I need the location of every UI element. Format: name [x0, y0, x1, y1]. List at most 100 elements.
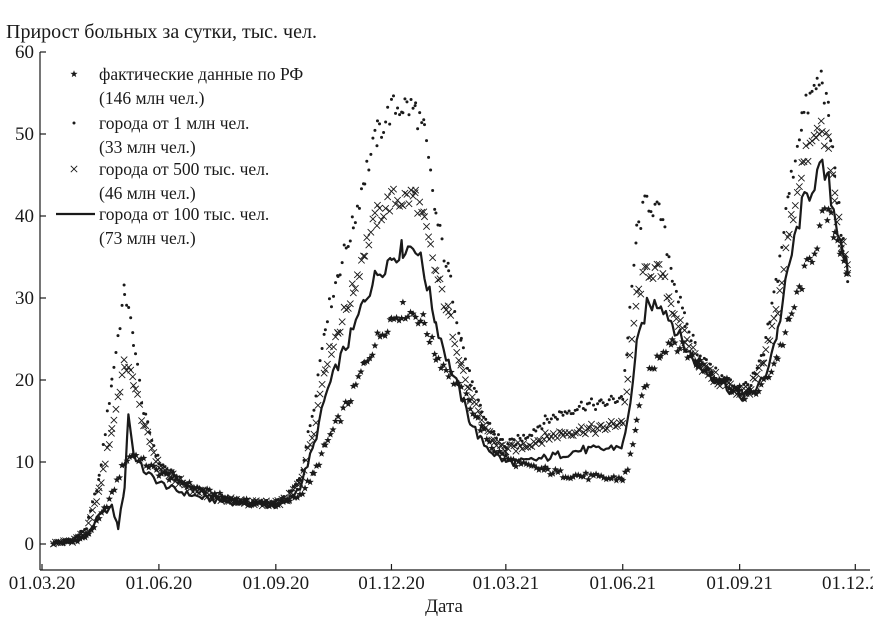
data-point [399, 298, 407, 306]
data-point [434, 276, 442, 284]
data-point [361, 252, 369, 260]
data-point [554, 468, 562, 476]
data-point [674, 323, 682, 331]
data-point [827, 208, 835, 216]
legend-label: фактические данные по РФ [99, 64, 303, 84]
data-point [434, 354, 443, 362]
data-point [589, 471, 598, 479]
data-point [136, 362, 140, 366]
data-point [423, 123, 427, 127]
data-point [206, 486, 214, 494]
legend-item: города от 100 тыс. чел. (73 млн чел.) [56, 204, 269, 248]
data-point [465, 384, 474, 392]
data-point [571, 429, 579, 437]
data-point [329, 305, 333, 309]
data-point [97, 477, 101, 481]
data-point [837, 201, 841, 205]
data-point [427, 240, 435, 248]
data-point [373, 222, 381, 230]
data-point [346, 300, 354, 308]
data-point [101, 460, 109, 468]
data-point [140, 422, 148, 430]
data-point [452, 379, 460, 387]
data-point [741, 395, 749, 403]
data-point [712, 368, 720, 376]
data-point [527, 462, 535, 469]
data-point [349, 289, 357, 297]
y-tick-label: 50 [15, 124, 34, 145]
data-point [624, 466, 632, 473]
data-point [516, 442, 524, 450]
data-point [344, 304, 352, 312]
data-point [432, 356, 440, 363]
data-point [582, 469, 590, 477]
data-point [93, 498, 101, 506]
data-point [429, 254, 437, 262]
data-point [615, 473, 623, 481]
data-point [808, 91, 812, 95]
data-point [405, 100, 409, 104]
data-point [114, 351, 118, 355]
data-point [238, 498, 242, 502]
data-point [693, 340, 697, 344]
data-point [663, 294, 671, 302]
data-point [683, 354, 692, 361]
data-point [342, 243, 346, 247]
data-point [131, 344, 135, 348]
data-point [546, 470, 554, 478]
data-point [91, 500, 95, 504]
data-point [667, 340, 675, 348]
data-point [388, 122, 392, 126]
x-axis-label: Дата [425, 596, 463, 617]
data-point [336, 275, 340, 279]
data-point [409, 192, 417, 200]
data-point [522, 443, 530, 451]
data-point [414, 209, 422, 217]
data-point [413, 104, 417, 108]
data-point [411, 189, 419, 197]
data-point [420, 213, 429, 221]
data-point [630, 319, 638, 327]
data-point [120, 460, 129, 468]
data-point [185, 482, 189, 486]
data-point [612, 476, 620, 484]
data-point [621, 468, 629, 476]
data-point [442, 259, 446, 263]
data-point [144, 428, 152, 436]
data-point [414, 101, 418, 105]
data-point [457, 331, 461, 335]
data-point [342, 306, 350, 314]
data-point [432, 267, 440, 275]
data-point [366, 354, 374, 362]
data-point [601, 426, 609, 434]
data-point [714, 366, 718, 370]
data-point [628, 305, 632, 309]
data-point [150, 462, 158, 470]
data-point [478, 403, 482, 407]
data-point [189, 485, 193, 489]
data-point [799, 128, 803, 132]
data-point [459, 336, 463, 340]
data-point [645, 273, 653, 281]
data-point [785, 315, 793, 323]
data-point [169, 470, 177, 478]
data-point [280, 496, 284, 500]
data-point [482, 415, 486, 419]
data-point [542, 421, 546, 425]
data-point [146, 420, 150, 424]
data-point [95, 489, 99, 493]
data-point [357, 367, 365, 375]
data-point [147, 461, 155, 469]
data-point [683, 325, 687, 329]
data-point [623, 369, 627, 373]
data-point [298, 478, 302, 482]
data-point [314, 394, 318, 398]
data-point [635, 401, 643, 409]
data-point [755, 366, 759, 370]
data-point [300, 468, 304, 472]
data-point [365, 159, 369, 163]
data-point [840, 257, 848, 265]
data-point [387, 314, 396, 322]
data-point [427, 155, 431, 159]
data-point [798, 158, 806, 166]
